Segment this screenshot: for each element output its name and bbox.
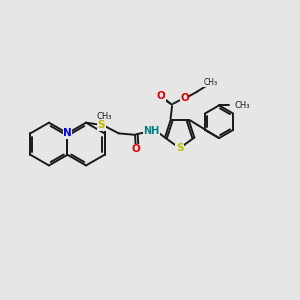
Text: CH₃: CH₃ [235, 101, 250, 110]
Text: O: O [131, 144, 140, 154]
Text: O: O [180, 93, 189, 103]
Text: S: S [98, 120, 105, 130]
Text: NH: NH [143, 126, 160, 136]
Text: N: N [63, 128, 72, 138]
Text: CH₃: CH₃ [97, 112, 112, 121]
Text: CH₃: CH₃ [203, 78, 218, 87]
Text: O: O [156, 92, 165, 101]
Text: S: S [176, 143, 183, 153]
